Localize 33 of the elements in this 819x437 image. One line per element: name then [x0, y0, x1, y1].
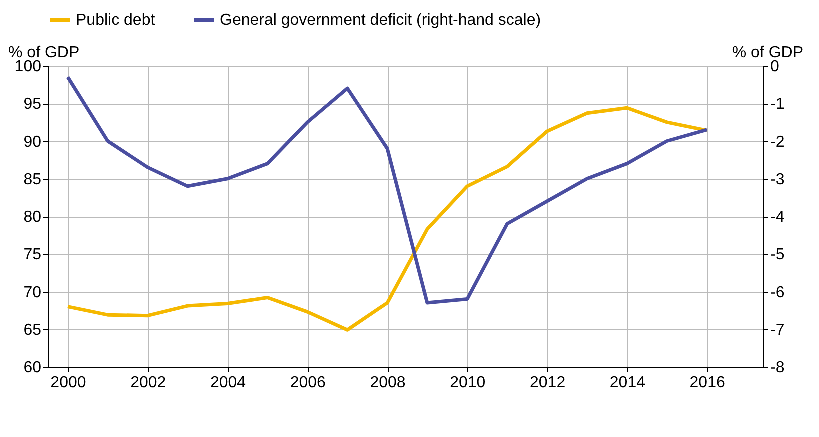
y2-tick-label: -2	[770, 134, 785, 151]
y2-tick-label: -8	[770, 360, 785, 376]
line-series	[66, 76, 709, 305]
x-tick-label: 2002	[130, 374, 166, 392]
x-tick-label: 2016	[690, 374, 726, 392]
legend-label: Public debt	[76, 12, 156, 29]
y2-axis-title: % of GDP	[732, 44, 804, 62]
x-tick-label: 2004	[210, 374, 246, 392]
y-tick-label: 100	[14, 58, 42, 76]
y-tick-label: 80	[24, 209, 42, 226]
y-tick-label: 70	[24, 284, 42, 302]
y-tick-label: 65	[24, 322, 42, 339]
line-series	[66, 106, 709, 332]
y-axis-title: % of GDP	[8, 44, 80, 62]
y2-tick-label: -1	[770, 96, 785, 114]
x-tick-label: 2008	[370, 374, 406, 392]
x-tick-label: 2010	[450, 374, 486, 392]
x-tick-label: 2000	[50, 374, 86, 392]
x-tick-label: 2012	[530, 374, 566, 392]
y2-tick-label: 0	[770, 58, 780, 76]
y2-tick-label: -3	[770, 171, 785, 188]
x-tick-label: 2006	[290, 374, 326, 392]
x-tick-label: 2014	[610, 374, 646, 392]
y-tick-label: 75	[24, 246, 42, 264]
legend-label: General government deficit (right-hand scale)	[220, 12, 542, 29]
y-tick-label: 90	[24, 134, 42, 151]
y2-tick-label: -6	[770, 284, 785, 302]
y2-tick-label: -5	[770, 246, 785, 264]
y-tick-label: 95	[24, 96, 42, 114]
y-tick-label: 60	[24, 360, 42, 376]
y2-tick-label: -7	[770, 322, 785, 339]
y-tick-label: 85	[24, 171, 42, 188]
y2-tick-label: -4	[770, 209, 785, 226]
